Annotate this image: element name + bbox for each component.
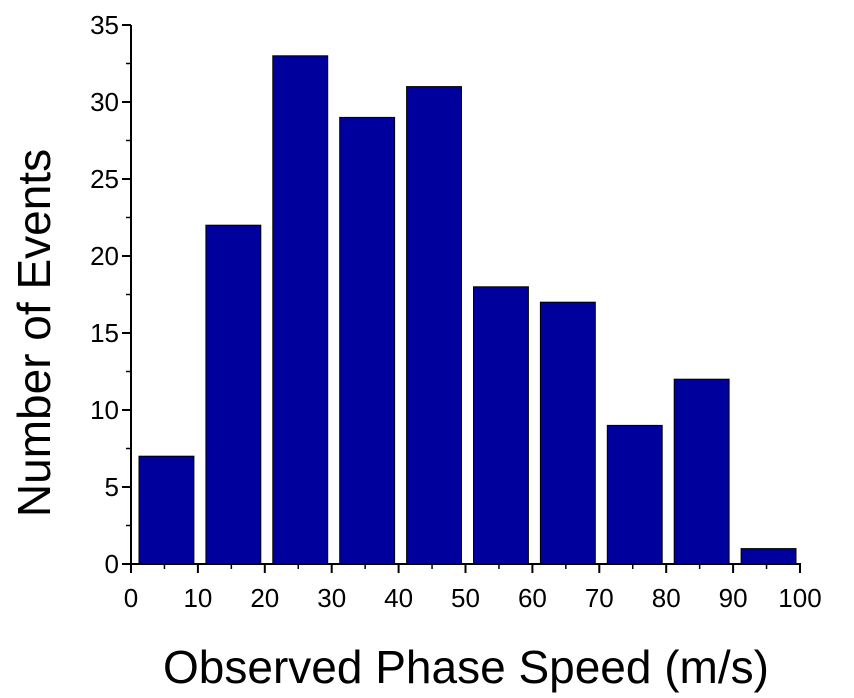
bars-group [138,55,797,565]
bar-10-20 [205,224,262,565]
x-tick-label: 20 [250,583,279,613]
y-tick-label: 20 [90,241,119,271]
x-ticks-group: 0 10 20 30 40 50 60 70 80 90 100 [124,564,822,613]
bar-80-90 [673,378,730,565]
x-tick-label: 100 [778,583,821,613]
bar-40-50 [406,86,463,565]
y-tick-label: 30 [90,87,119,117]
y-tick-label: 0 [105,549,119,579]
bar-90-100 [740,548,797,565]
x-axis-title: Observed Phase Speed (m/s) [163,641,769,693]
y-tick-label: 15 [90,318,119,348]
x-tick-label: 60 [518,583,547,613]
bar-50-60 [473,286,529,565]
bar-70-80 [606,424,663,565]
y-ticks-group: 0 5 10 15 20 25 30 35 [90,10,131,579]
x-tick-label: 10 [183,583,212,613]
x-tick-label: 70 [585,583,614,613]
y-tick-label: 10 [90,395,119,425]
x-tick-label: 30 [317,583,346,613]
bar-30-40 [339,116,396,565]
y-tick-label: 5 [105,472,119,502]
x-tick-label: 90 [719,583,748,613]
x-tick-label: 50 [451,583,480,613]
bar-0-10 [138,455,195,565]
x-tick-label: 80 [652,583,681,613]
bar-60-70 [539,301,596,565]
y-tick-label: 35 [90,10,119,40]
x-tick-label: 0 [124,583,138,613]
bar-20-30 [272,55,329,565]
x-tick-label: 40 [384,583,413,613]
y-axis-title: Number of Events [8,149,60,517]
y-tick-label: 25 [90,164,119,194]
